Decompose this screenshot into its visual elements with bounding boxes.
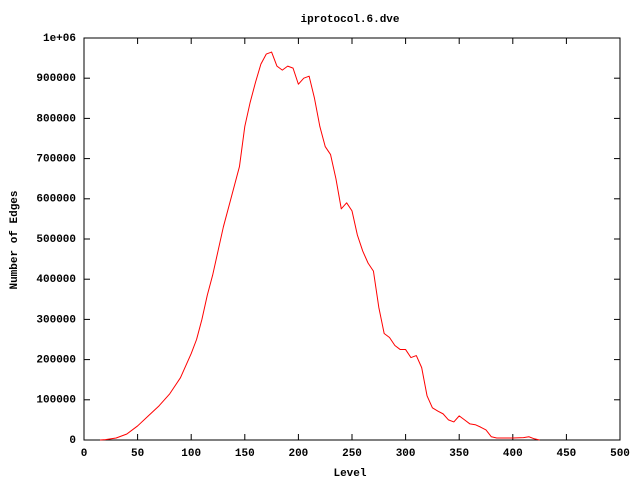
y-tick-label: 100000	[36, 395, 76, 407]
data-line	[100, 51, 540, 441]
x-tick-label: 250	[342, 448, 362, 460]
x-tick-label: 0	[81, 448, 88, 460]
x-tick-label: 150	[235, 448, 255, 460]
y-tick-label: 500000	[36, 234, 76, 246]
y-axis-label: Number of Edges	[9, 190, 21, 289]
y-tick-label: 900000	[36, 73, 76, 85]
y-tick-label: 400000	[36, 274, 76, 286]
x-tick-label: 50	[131, 448, 144, 460]
y-tick-label: 1e+06	[43, 33, 76, 45]
y-tick-label: 800000	[36, 113, 76, 125]
x-axis-label: Level	[333, 468, 366, 480]
x-tick-label: 400	[503, 448, 523, 460]
x-tick-label: 300	[396, 448, 416, 460]
y-tick-label: 600000	[36, 194, 76, 206]
y-tick-label: 0	[69, 435, 76, 447]
y-tick-label: 300000	[36, 314, 76, 326]
x-tick-label: 450	[556, 448, 576, 460]
x-tick-label: 350	[449, 448, 469, 460]
y-tick-label: 200000	[36, 355, 76, 367]
chart-title: iprotocol.6.dve	[300, 14, 399, 26]
x-tick-label: 100	[181, 448, 201, 460]
plot-border	[83, 37, 621, 441]
x-tick-label: 500	[610, 448, 630, 460]
y-tick-label: 700000	[36, 154, 76, 166]
x-tick-label: 200	[288, 448, 308, 460]
